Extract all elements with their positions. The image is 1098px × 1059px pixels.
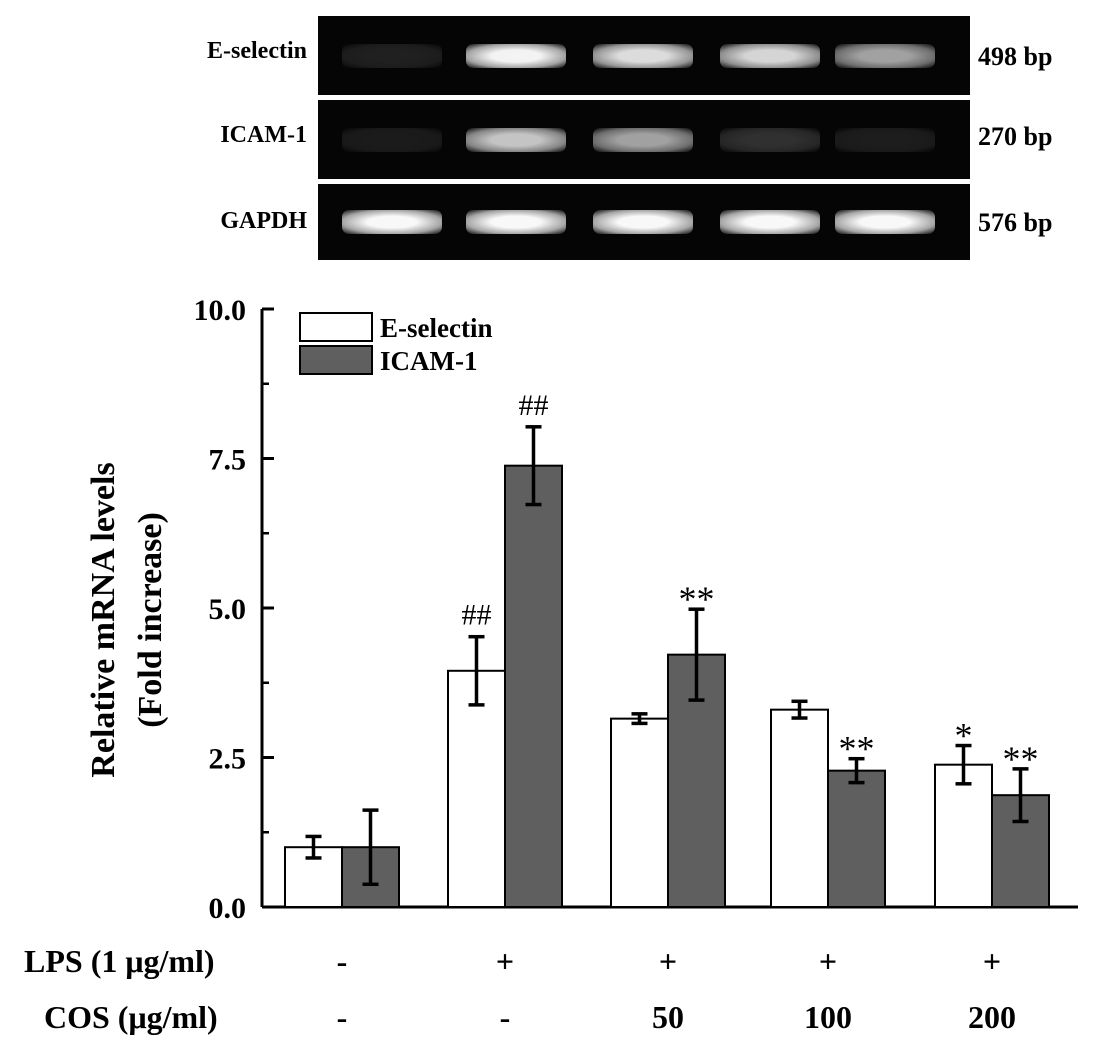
cos-value: 200 (968, 999, 1016, 1035)
gel-band (720, 127, 820, 152)
gel-band (835, 127, 935, 152)
gel-band (342, 127, 442, 152)
cos-value: - (500, 999, 511, 1035)
bar-e-selectin (934, 763, 993, 909)
gel-lane-strip-icam-1 (318, 100, 970, 179)
gel-row-label-icam-1: ICAM-1 (220, 122, 307, 148)
y-tick-label: 2.5 (209, 743, 247, 776)
gel-band (466, 43, 566, 68)
y-tick-label: 0.0 (209, 892, 247, 925)
y-axis-label-line1: Relative mRNA levels (85, 462, 122, 777)
cos-value: 100 (804, 999, 852, 1035)
y-tick-label: 10.0 (194, 294, 247, 327)
gel-band-size-gapdh: 576 bp (978, 208, 1053, 237)
significance-annotation: ## (519, 389, 549, 422)
cos-value: 50 (652, 999, 684, 1035)
legend-swatch-icam-1 (299, 345, 373, 375)
gel-band (720, 210, 820, 234)
cos-row-label: COS (μg/ml) (44, 999, 218, 1035)
significance-annotation: ** (839, 729, 875, 769)
significance-annotation: ## (462, 599, 492, 632)
gel-lane-strip-gapdh (318, 184, 970, 260)
gel-band (593, 127, 693, 152)
gel-band (835, 43, 935, 68)
gel-row-label-e-selectin: E-selectin (207, 38, 307, 64)
bar-icam-1 (991, 794, 1050, 909)
bar-e-selectin (610, 717, 669, 908)
cos-value: - (337, 999, 348, 1035)
legend-label-e-selectin: E-selectin (380, 313, 492, 343)
bar-e-selectin (770, 708, 829, 908)
lps-value: - (337, 943, 348, 979)
gel-lane-strip-e-selectin (318, 16, 970, 95)
gel-band (720, 43, 820, 68)
gel-band (466, 127, 566, 152)
lps-value: + (983, 943, 1001, 979)
gel-band (593, 43, 693, 68)
gel-band (835, 210, 935, 234)
gel-band (342, 210, 442, 234)
gel-band (593, 210, 693, 234)
gel-band-size-icam-1: 270 bp (978, 122, 1053, 151)
gel-band (466, 210, 566, 234)
y-axis-label-line2: (Fold increase) (132, 512, 169, 728)
lps-value: + (819, 943, 837, 979)
gel-band (342, 43, 442, 68)
significance-annotation: * (955, 716, 973, 756)
y-tick-label: 5.0 (209, 593, 247, 626)
lps-value: + (659, 943, 677, 979)
lps-row-label: LPS (1 μg/ml) (24, 943, 215, 979)
significance-annotation: ** (1003, 739, 1039, 779)
significance-annotation: ** (679, 579, 715, 619)
y-tick-label: 7.5 (209, 444, 247, 477)
bar-icam-1 (504, 464, 563, 908)
lps-value: + (496, 943, 514, 979)
gel-band-size-e-selectin: 498 bp (978, 42, 1053, 71)
legend-label-icam-1: ICAM-1 (380, 346, 477, 376)
legend-swatch-e-selectin (299, 312, 373, 342)
bar-e-selectin (447, 669, 506, 908)
gel-row-label-gapdh: GAPDH (220, 208, 307, 234)
bar-icam-1 (827, 769, 886, 908)
